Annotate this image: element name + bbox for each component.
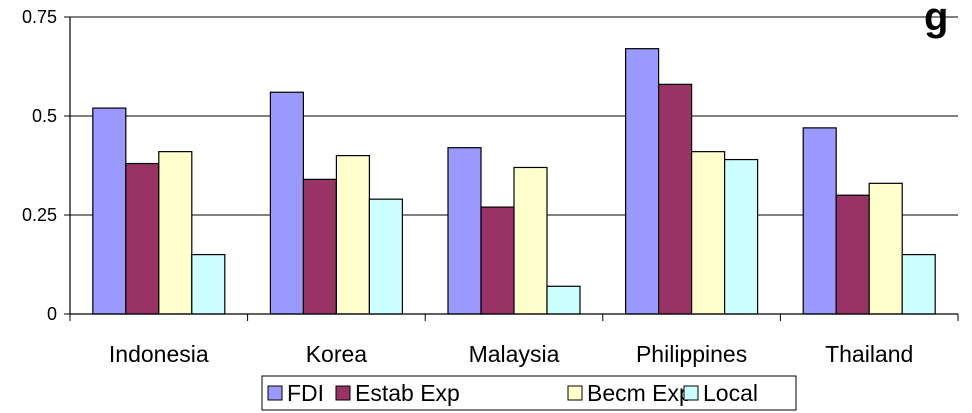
bar-local (901, 254, 936, 315)
legend-swatch-estab-exp (335, 385, 351, 401)
bar-estab-exp (125, 162, 160, 315)
bar-fdi (92, 107, 127, 315)
bar-becm-exp (868, 182, 903, 315)
bars (92, 48, 936, 315)
legend-swatch-becm-exp (567, 385, 583, 401)
legend-frame (261, 375, 797, 411)
bar-becm-exp (690, 151, 726, 315)
legend-label: Estab Exp (355, 380, 460, 406)
legend-swatch-local (683, 385, 699, 401)
legend-label: Becm Exp (587, 380, 692, 406)
bar-local (368, 198, 403, 315)
bar-fdi (269, 91, 304, 315)
axes (69, 17, 959, 321)
legend-label: FDI (287, 380, 324, 406)
bar-local (546, 285, 581, 315)
bar-becm-exp (158, 151, 193, 315)
x-tick-label: Indonesia (109, 341, 209, 367)
y-tick-label: 0.75 (22, 7, 57, 27)
bar-estab-exp (480, 206, 515, 315)
bar-fdi (802, 127, 837, 315)
bar-estab-exp (657, 83, 693, 315)
y-tick-label: 0.25 (22, 205, 57, 225)
chart-title-fragment: g (924, 0, 948, 39)
y-tick-label: 0.5 (32, 106, 57, 126)
x-tick-label: Philippines (636, 341, 747, 367)
x-tick-label: Thailand (825, 341, 913, 367)
x-tick-label: Malaysia (469, 341, 560, 367)
bar-becm-exp (513, 166, 548, 315)
legend-swatch-fdi (267, 385, 283, 401)
x-tick-label: Korea (306, 341, 368, 367)
bar-fdi (624, 48, 660, 315)
bar-estab-exp (835, 194, 870, 315)
bar-local (723, 158, 759, 315)
legend: FDI Estab Exp Becm Exp Local (261, 375, 797, 411)
bar-becm-exp (335, 155, 370, 315)
bar-local (191, 254, 226, 315)
y-tick-label: 0 (47, 304, 57, 324)
y-axis-ticks: 0 0.25 0.5 0.75 (22, 7, 70, 324)
bar-fdi (447, 147, 482, 315)
x-axis-labels: Indonesia Korea Malaysia Philippines Thailan… (109, 341, 913, 367)
bar-estab-exp (302, 178, 337, 315)
legend-label: Local (703, 380, 758, 406)
